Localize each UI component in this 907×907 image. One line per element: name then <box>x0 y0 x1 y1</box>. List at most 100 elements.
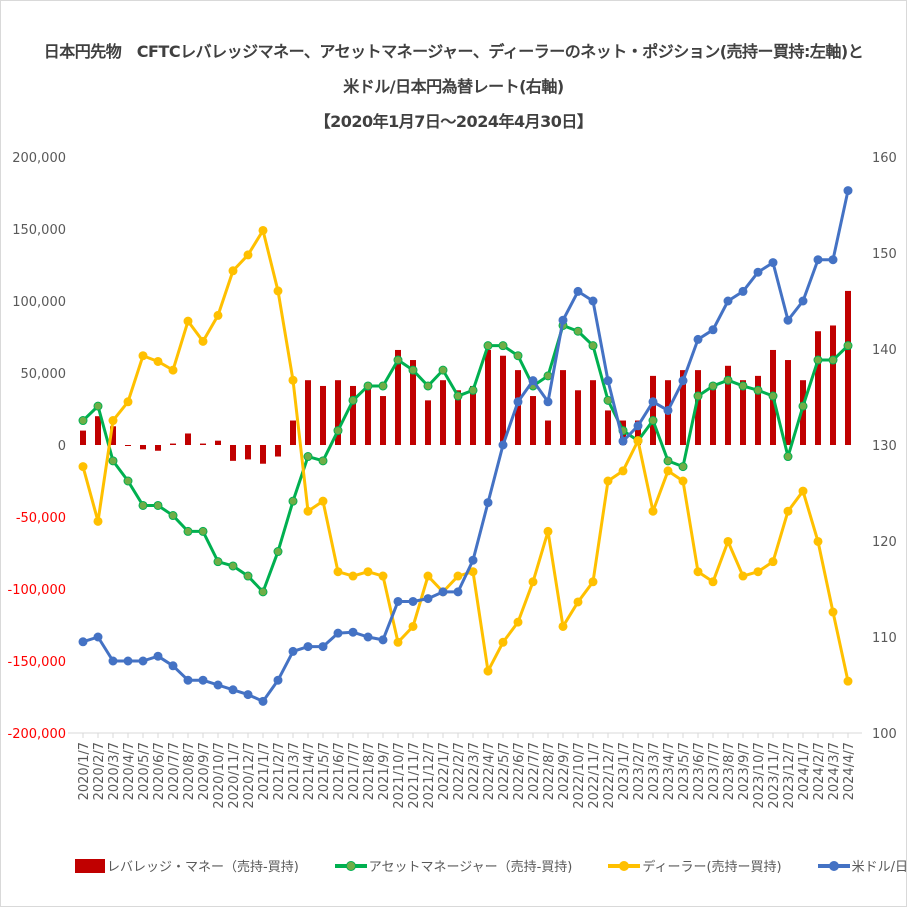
dealer-point <box>753 567 763 577</box>
usdjpy-point <box>198 675 208 685</box>
asset-manager-point <box>393 355 403 365</box>
dealer-point <box>303 506 313 516</box>
leverage-bar <box>365 385 371 445</box>
leverage-bar <box>575 390 581 445</box>
x-axis-tick-label: 2023/4/7 <box>662 742 677 800</box>
x-axis-tick-label: 2022/5/7 <box>497 742 512 800</box>
usdjpy-point <box>783 315 793 325</box>
x-axis-tick-label: 2021/9/7 <box>377 742 392 800</box>
left-axis-tick-label: 100,000 <box>12 295 66 310</box>
asset-manager-point <box>648 416 658 426</box>
usdjpy-point <box>678 376 688 386</box>
asset-manager-point <box>183 526 193 536</box>
x-axis-tick-label: 2021/3/7 <box>287 742 302 800</box>
legend-item: アセットマネージャー（売持-買持) <box>334 856 572 875</box>
leverage-bar <box>710 385 716 445</box>
leverage-bar <box>530 396 536 445</box>
dealer-point <box>213 310 223 320</box>
leverage-bar <box>80 430 86 445</box>
legend-item: ディーラー(売持ー買持) <box>608 856 782 875</box>
leverage-bar <box>560 370 566 445</box>
leverage-bar <box>695 370 701 445</box>
leverage-bar <box>95 416 101 445</box>
asset-manager-point <box>78 416 88 426</box>
usdjpy-point <box>93 632 103 642</box>
x-axis-tick-label: 2022/3/7 <box>467 742 482 800</box>
asset-manager-point <box>348 395 358 405</box>
legend-item: 米ドル/日本円 <box>817 856 907 875</box>
usdjpy-point <box>603 376 613 386</box>
asset-manager-point <box>198 526 208 536</box>
usdjpy-point <box>378 635 388 645</box>
x-axis-tick-label: 2023/10/7 <box>752 742 767 809</box>
x-axis-tick-label: 2020/1/7 <box>77 742 92 800</box>
usdjpy-point <box>288 646 298 656</box>
x-axis-tick-label: 2020/7/7 <box>167 742 182 800</box>
leverage-bar <box>230 445 236 461</box>
asset-manager-point <box>723 375 733 385</box>
x-axis-tick-label: 2022/1/7 <box>437 742 452 800</box>
asset-manager-point <box>168 511 178 521</box>
usdjpy-point <box>528 376 538 386</box>
dealer-point <box>348 571 358 581</box>
x-axis-tick-label: 2023/3/7 <box>647 742 662 800</box>
dealer-point <box>228 266 238 276</box>
leverage-bar <box>845 290 851 445</box>
usdjpy-point <box>438 587 448 597</box>
x-axis-tick-label: 2022/7/7 <box>527 742 542 800</box>
dealer-point <box>843 676 853 686</box>
usdjpy-point <box>453 587 463 597</box>
usdjpy-point <box>513 397 523 407</box>
asset-manager-point <box>303 452 313 462</box>
dealer-point <box>723 536 733 546</box>
dealer-point <box>483 666 493 676</box>
leverage-bar <box>680 370 686 445</box>
usdjpy-point <box>633 421 643 431</box>
asset-manager-point <box>138 500 148 510</box>
x-axis-tick-label: 2020/4/7 <box>122 742 137 800</box>
legend: レバレッジ・マネー（売持-買持) アセットマネージャー（売持-買持) ディーラー(売… <box>75 856 907 875</box>
asset-manager-point <box>213 557 223 567</box>
leverage-bar <box>350 385 356 445</box>
asset-manager-point <box>273 547 283 557</box>
leverage-bar <box>755 375 761 445</box>
asset-manager-point <box>228 561 238 571</box>
leverage-bar <box>545 420 551 445</box>
asset-manager-point <box>678 462 688 472</box>
usdjpy-point <box>618 436 628 446</box>
dealer-point <box>138 351 148 361</box>
leverage-bar <box>245 445 251 460</box>
x-axis-tick-label: 2020/11/7 <box>227 742 242 809</box>
leverage-bar <box>830 325 836 445</box>
legend-swatch <box>608 860 641 871</box>
x-axis-tick-label: 2021/5/7 <box>317 742 332 800</box>
asset-manager-point <box>123 476 133 486</box>
x-axis-tick-label: 2022/2/7 <box>452 742 467 800</box>
dealer-point <box>768 557 778 567</box>
legend-swatch <box>334 860 367 871</box>
x-axis-tick-label: 2020/5/7 <box>137 742 152 800</box>
asset-manager-point <box>783 452 793 462</box>
x-axis-tick-label: 2024/3/7 <box>827 742 842 800</box>
x-axis-tick-label: 2023/5/7 <box>677 742 692 800</box>
leverage-bar <box>650 375 656 445</box>
x-axis-tick-label: 2022/12/7 <box>602 742 617 809</box>
leverage-bar <box>785 360 791 445</box>
leverage-bar <box>200 443 206 445</box>
leverage-bar <box>125 445 131 446</box>
x-axis-tick-label: 2023/11/7 <box>767 742 782 809</box>
dealer-point <box>378 571 388 581</box>
asset-manager-point <box>438 365 448 375</box>
leverage-bar <box>215 440 221 445</box>
asset-manager-point <box>768 391 778 401</box>
leverage-bar <box>260 445 266 464</box>
dealer-point <box>738 571 748 581</box>
dealer-point <box>588 577 598 587</box>
leverage-bar <box>320 385 326 445</box>
asset-manager-point <box>153 500 163 510</box>
usdjpy-point <box>108 656 118 666</box>
asset-manager-point <box>243 571 253 581</box>
leverage-bar <box>185 433 191 445</box>
dealer-point <box>693 567 703 577</box>
